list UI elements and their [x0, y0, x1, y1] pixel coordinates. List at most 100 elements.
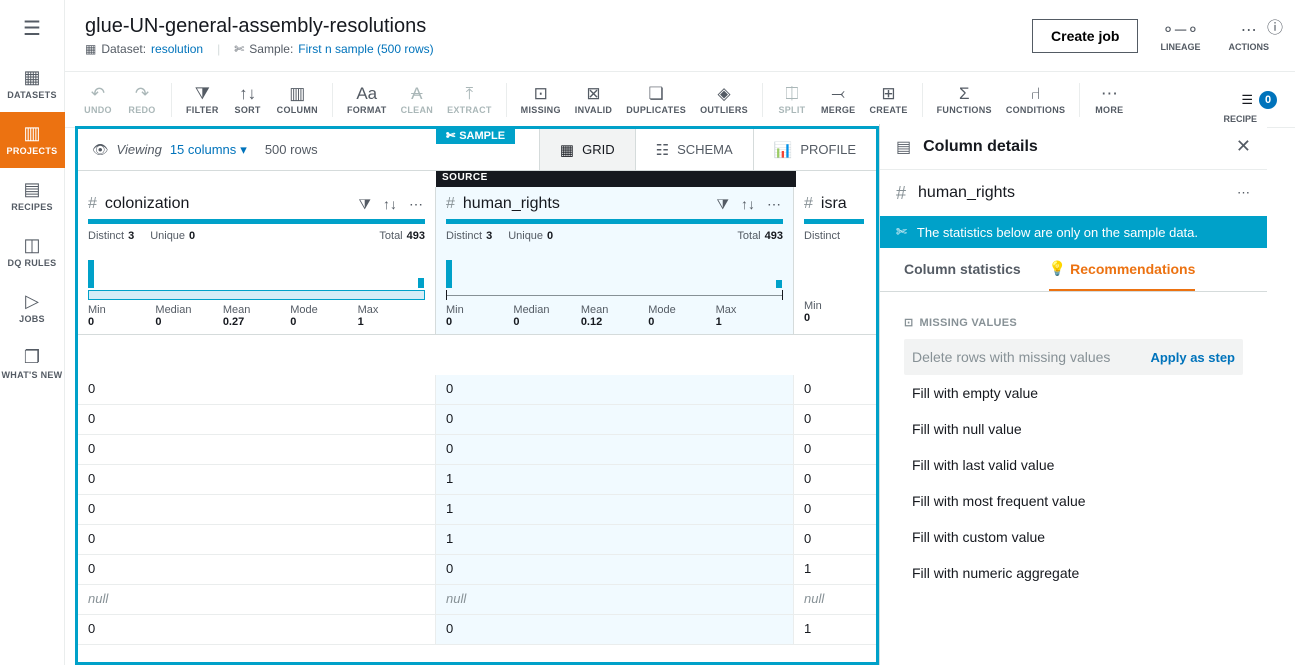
grid-icon: ▥ [23, 124, 40, 142]
columns-dropdown[interactable]: 15 columns ▾ [170, 142, 247, 158]
recommendation-item[interactable]: Delete rows with missing valuesApply as … [904, 339, 1243, 375]
sort-column-button[interactable]: ↑↓ [381, 196, 399, 212]
sample-icon: ✄ [896, 224, 907, 240]
sample-link[interactable]: First n sample (500 rows) [298, 42, 433, 56]
table-row[interactable]: 000 [78, 375, 876, 405]
column-details-panel: ▤ Column details ✕ # human_rights ⋯ ✄The… [879, 124, 1267, 665]
nav-datasets[interactable]: ▦DATASETS [0, 56, 65, 112]
tab-column-statistics[interactable]: Column statistics [904, 248, 1021, 291]
table-row[interactable]: nullnullnull [78, 585, 876, 615]
viewing-summary: 👁 Viewing 15 columns ▾ 500 rows [78, 129, 332, 170]
close-panel-button[interactable]: ✕ [1236, 136, 1251, 157]
table-row[interactable]: 010 [78, 465, 876, 495]
info-icon[interactable]: ⓘ [1267, 14, 1283, 38]
table-cell: 0 [78, 615, 436, 644]
redo-button[interactable]: ↷REDO [127, 85, 157, 115]
table-cell: 0 [794, 435, 874, 464]
dataset-tag: ▦ Dataset: resolution [85, 42, 203, 56]
clean-button[interactable]: ACLEAN [401, 85, 434, 115]
duplicates-button[interactable]: ❏DUPLICATES [626, 85, 686, 115]
tab-recommendations[interactable]: 💡Recommendations [1049, 248, 1196, 291]
sort-column-button[interactable]: ↑↓ [739, 196, 757, 212]
table-cell: 0 [436, 555, 794, 584]
recipe-button[interactable]: ☰ 0 [1241, 91, 1277, 109]
table-row[interactable]: 010 [78, 495, 876, 525]
column-menu-button[interactable]: ⋯ [407, 196, 425, 213]
tab-schema[interactable]: ☷SCHEMA [635, 129, 753, 170]
split-button[interactable]: ⎅SPLIT [777, 85, 807, 115]
redo-icon: ↷ [135, 85, 149, 103]
table-cell: 1 [794, 615, 874, 644]
table-cell: null [794, 585, 874, 614]
format-button[interactable]: AaFORMAT [347, 85, 387, 115]
table-row[interactable]: 000 [78, 435, 876, 465]
table-row[interactable]: 001 [78, 555, 876, 585]
table-cell: 0 [78, 405, 436, 434]
missing-button[interactable]: ⊡MISSING [521, 85, 561, 115]
filter-button[interactable]: ⧩FILTER [186, 85, 219, 115]
type-icon: # [446, 195, 455, 213]
check-icon: ◫ [23, 236, 40, 254]
table-cell: 0 [794, 375, 874, 404]
table-cell: 0 [436, 405, 794, 434]
type-icon: # [88, 195, 97, 213]
list-icon: ▤ [23, 180, 40, 198]
sample-tag: ✄ Sample: First n sample (500 rows) [234, 42, 433, 56]
filter-column-button[interactable]: ⧩ [357, 196, 374, 213]
lineage-button[interactable]: ⚬─⚬LINEAGE [1154, 20, 1206, 52]
nav-projects[interactable]: ▥PROJECTS [0, 112, 65, 168]
more-icon: ⋯ [1241, 20, 1257, 40]
page-header: glue-UN-general-assembly-resolutions ▦ D… [65, 0, 1295, 72]
sort-button[interactable]: ↑↓SORT [233, 85, 263, 115]
table-cell: 0 [794, 405, 874, 434]
extract-button[interactable]: ⤒EXTRACT [447, 85, 492, 115]
column-button[interactable]: ▥COLUMN [277, 85, 318, 115]
recommendation-item[interactable]: Fill with custom value [904, 519, 1243, 555]
undo-button[interactable]: ↶UNDO [83, 85, 113, 115]
recommendation-item[interactable]: Fill with empty value [904, 375, 1243, 411]
sample-banner: ✄The statistics below are only on the sa… [880, 216, 1267, 248]
tab-grid[interactable]: ▦GRID [539, 129, 635, 170]
details-icon: ▤ [896, 137, 911, 157]
nav-whatsnew[interactable]: ❐WHAT'S NEW [0, 336, 65, 392]
column-more-button[interactable]: ⋯ [1237, 185, 1251, 201]
nav-jobs[interactable]: ▷JOBS [0, 280, 65, 336]
dataset-link[interactable]: resolution [151, 42, 203, 56]
recommendation-item[interactable]: Fill with null value [904, 411, 1243, 447]
outliers-button[interactable]: ◈OUTLIERS [700, 85, 748, 115]
recommendation-item[interactable]: Fill with last valid value [904, 447, 1243, 483]
row-count: 500 rows [265, 142, 318, 157]
table-row[interactable]: 010 [78, 525, 876, 555]
table-cell: null [78, 585, 436, 614]
table-cell: 1 [436, 465, 794, 494]
apply-step-button[interactable]: Apply as step [1150, 350, 1235, 365]
merge-button[interactable]: ⤙MERGE [821, 85, 856, 115]
recommendation-item[interactable]: Fill with most frequent value [904, 483, 1243, 519]
more-button[interactable]: ⋯MORE [1094, 85, 1124, 115]
conditions-button[interactable]: ⑁CONDITIONS [1006, 85, 1066, 115]
column-menu-button[interactable]: ⋯ [765, 196, 783, 213]
table-cell: 0 [78, 555, 436, 584]
menu-toggle[interactable]: ☰ [0, 0, 64, 56]
table-cell: 0 [78, 375, 436, 404]
grid-icon: ▦ [560, 141, 574, 159]
table-cell: 0 [436, 615, 794, 644]
table-cell: 0 [78, 495, 436, 524]
sample-chip[interactable]: ✄ SAMPLE [436, 127, 515, 144]
functions-button[interactable]: ΣFUNCTIONS [937, 85, 992, 115]
table-row[interactable]: 000 [78, 405, 876, 435]
create-job-button[interactable]: Create job [1032, 19, 1138, 53]
table-cell: 0 [436, 435, 794, 464]
table-cell: 0 [78, 525, 436, 554]
create-button[interactable]: ⊞CREATE [869, 85, 907, 115]
eye-icon: 👁 [92, 142, 109, 158]
filter-column-button[interactable]: ⧩ [715, 196, 732, 213]
table-row[interactable]: 001 [78, 615, 876, 645]
tab-profile[interactable]: 📊PROFILE [753, 129, 876, 170]
table-cell: 0 [794, 525, 874, 554]
nav-recipes[interactable]: ▤RECIPES [0, 168, 65, 224]
recommendation-item[interactable]: Fill with numeric aggregate [904, 555, 1243, 591]
invalid-button[interactable]: ⊠INVALID [575, 85, 612, 115]
table-cell: 0 [436, 375, 794, 404]
nav-dqrules[interactable]: ◫DQ RULES [0, 224, 65, 280]
